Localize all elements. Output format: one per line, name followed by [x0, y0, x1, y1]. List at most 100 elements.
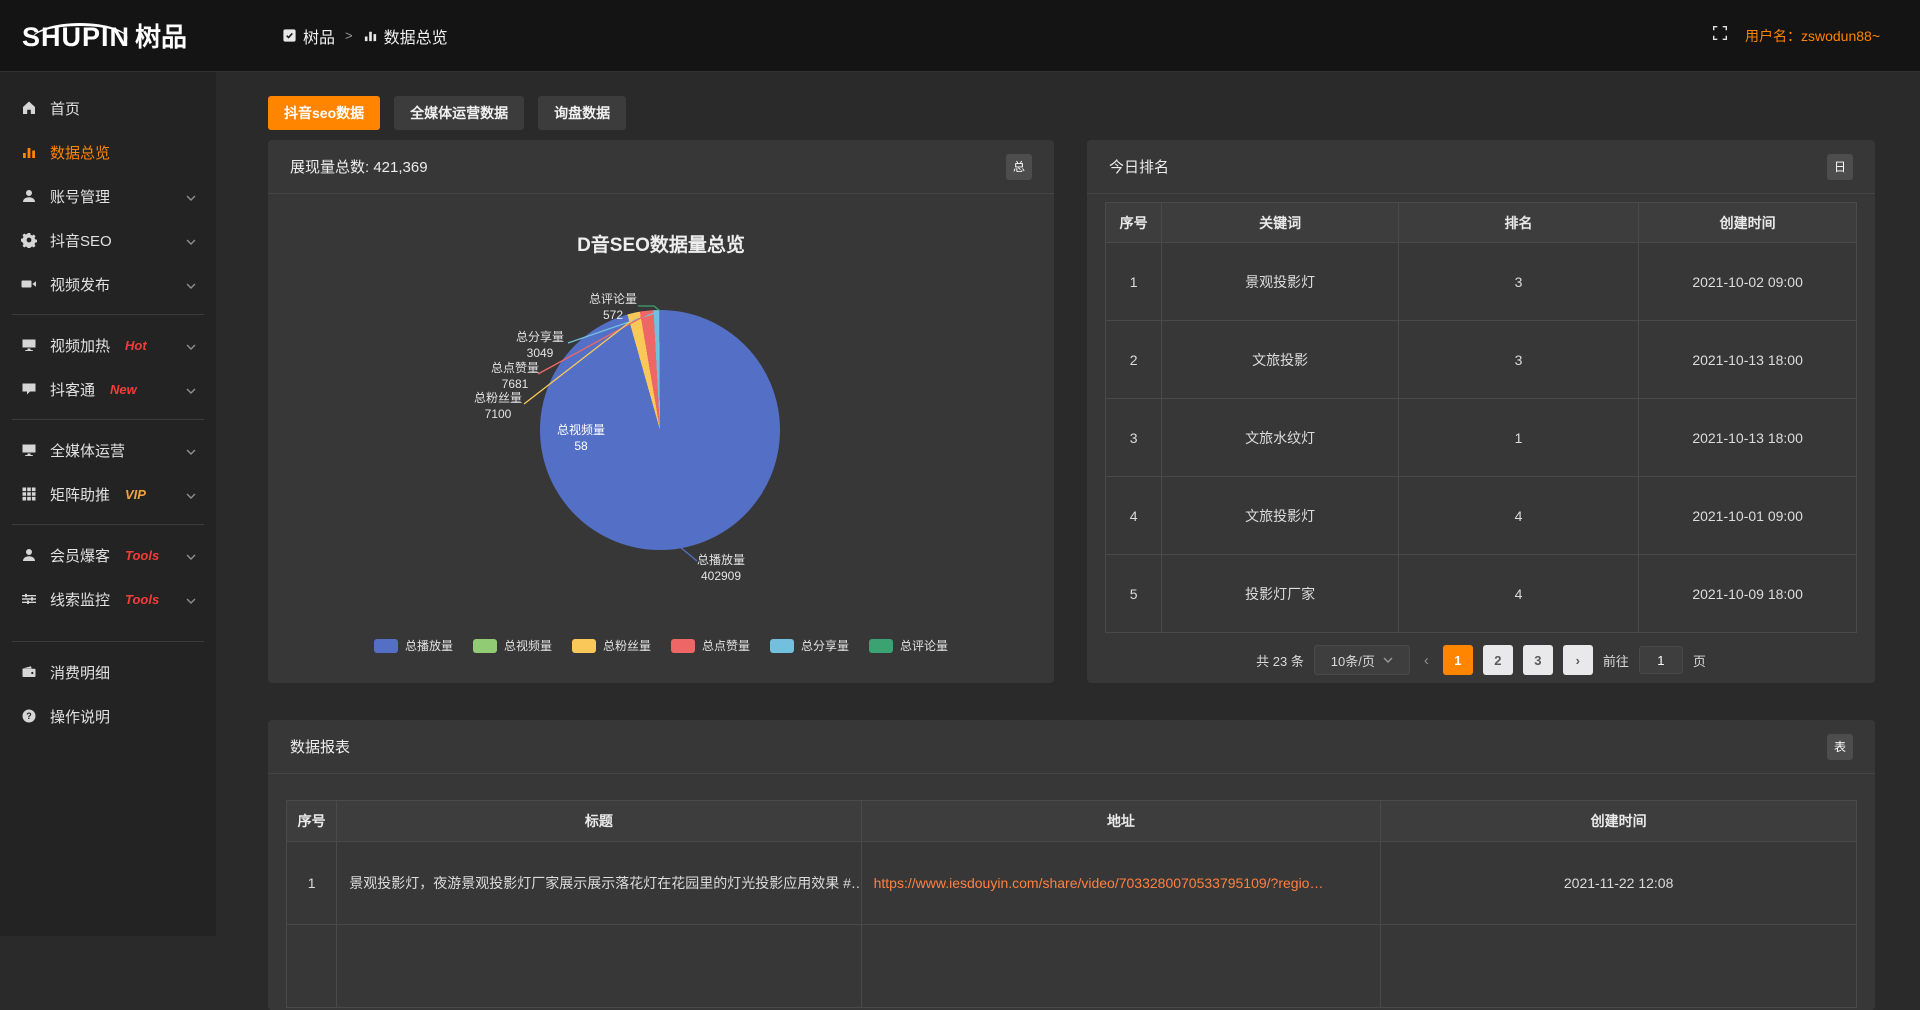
day-view-button[interactable]: 日 — [1827, 154, 1853, 180]
sliders-icon — [20, 591, 37, 607]
next-page-button[interactable]: › — [1563, 645, 1593, 675]
goto-page-input[interactable] — [1639, 646, 1683, 674]
goto-unit: 页 — [1693, 651, 1706, 670]
sidebar-item-account[interactable]: 账号管理 — [0, 174, 216, 218]
app-square-icon — [282, 28, 297, 43]
member-icon — [20, 547, 37, 563]
pagination-total: 共 23 条 — [1256, 651, 1304, 670]
chevron-down-icon — [186, 442, 196, 459]
sidebar-item-instructions[interactable]: ? 操作说明 — [0, 694, 216, 738]
wallet-icon — [20, 664, 37, 680]
sidebar-divider — [12, 641, 204, 642]
table-row[interactable]: 1 景观投影灯，夜游景观投影灯厂家展示展示落花灯在花园里的灯光投影应用效果 #…… — [287, 842, 1857, 925]
bar-chart-icon — [20, 144, 37, 160]
sidebar-item-consumption-detail[interactable]: 消费明细 — [0, 650, 216, 694]
main-content: 抖音seo数据 全媒体运营数据 询盘数据 展现量总数: 421,369 总 D音… — [216, 72, 1920, 936]
chevron-down-icon — [186, 337, 196, 354]
legend-swatch — [770, 639, 794, 653]
sidebar-item-member-burst[interactable]: 会员爆客 Tools — [0, 533, 216, 577]
report-panel: 数据报表 表 序号 标题 地址 创建时间 1 景观投影灯，夜游景观投影灯 — [268, 720, 1875, 1010]
tab-media-operation-data[interactable]: 全媒体运营数据 — [394, 96, 524, 130]
sidebar: 首页 数据总览 账号管理 抖音SEO 视频发布 视频加热 Hot 抖客通 New… — [0, 72, 216, 936]
legend-item-fans[interactable]: 总粉丝量 — [572, 637, 651, 654]
legend-swatch — [671, 639, 695, 653]
logo-text-en: SHUPIN — [22, 22, 130, 53]
gear-icon — [20, 232, 37, 248]
sidebar-item-clue-monitor[interactable]: 线索监控 Tools — [0, 577, 216, 621]
question-circle-icon: ? — [20, 708, 37, 724]
table-header-row: 序号 关键词 排名 创建时间 — [1106, 203, 1857, 243]
report-panel-title: 数据报表 — [290, 736, 350, 757]
total-view-button[interactable]: 总 — [1006, 154, 1032, 180]
legend-item-videos[interactable]: 总视频量 — [473, 637, 552, 654]
chevron-down-icon — [1383, 657, 1393, 663]
user-icon — [20, 188, 37, 204]
app-logo: SHUPIN 树品 — [0, 17, 216, 54]
breadcrumb-separator: > — [345, 28, 353, 43]
tab-douyin-seo-data[interactable]: 抖音seo数据 — [268, 96, 380, 130]
grid-icon — [20, 486, 37, 502]
logo-text-cn: 树品 — [135, 17, 187, 54]
tools-badge: Tools — [125, 548, 159, 563]
table-header-row: 序号 标题 地址 创建时间 — [287, 801, 1857, 842]
monitor-icon — [20, 442, 37, 458]
breadcrumb-current[interactable]: 数据总览 — [384, 24, 448, 48]
top-header: SHUPIN 树品 树品 > 数据总览 用户名：zswodun88~ — [0, 0, 1920, 72]
legend-swatch — [473, 639, 497, 653]
legend-swatch — [374, 639, 398, 653]
prev-page-button[interactable]: ‹ — [1420, 652, 1433, 669]
new-badge: New — [110, 382, 137, 397]
chevron-down-icon — [186, 486, 196, 503]
chevron-down-icon — [186, 188, 196, 205]
table-view-button[interactable]: 表 — [1827, 734, 1853, 760]
sidebar-item-media-operation[interactable]: 全媒体运营 — [0, 428, 216, 472]
legend-item-plays[interactable]: 总播放量 — [374, 637, 453, 654]
legend-item-likes[interactable]: 总点赞量 — [671, 637, 750, 654]
legend-item-comments[interactable]: 总评论量 — [869, 637, 948, 654]
sidebar-divider — [12, 419, 204, 420]
sidebar-item-matrix-boost[interactable]: 矩阵助推 VIP — [0, 472, 216, 516]
pagination: 共 23 条 10条/页 ‹ 1 2 3 › 前往 页 — [1105, 645, 1857, 675]
breadcrumb-root[interactable]: 树品 — [303, 24, 335, 48]
video-link[interactable]: https://www.iesdouyin.com/share/video/70… — [874, 875, 1324, 891]
breadcrumb: 树品 > 数据总览 — [282, 24, 448, 48]
sidebar-item-data-overview[interactable]: 数据总览 — [0, 130, 216, 174]
chevron-down-icon — [186, 276, 196, 293]
tab-inquiry-data[interactable]: 询盘数据 — [538, 96, 626, 130]
report-title-cell: 景观投影灯，夜游景观投影灯厂家展示展示落花灯在花园里的灯光投影应用效果 #… — [337, 842, 861, 925]
chat-icon — [20, 381, 37, 397]
page-button-2[interactable]: 2 — [1483, 645, 1513, 675]
sidebar-item-video-publish[interactable]: 视频发布 — [0, 262, 216, 306]
sidebar-divider — [12, 314, 204, 315]
page-button-1[interactable]: 1 — [1443, 645, 1473, 675]
tools-badge: Tools — [125, 592, 159, 607]
sidebar-item-douketong[interactable]: 抖客通 New — [0, 367, 216, 411]
legend-item-shares[interactable]: 总分享量 — [770, 637, 849, 654]
vip-badge: VIP — [125, 487, 146, 502]
page-button-3[interactable]: 3 — [1523, 645, 1553, 675]
sidebar-item-home[interactable]: 首页 — [0, 86, 216, 130]
table-row[interactable] — [287, 925, 1857, 1008]
sidebar-item-video-heat[interactable]: 视频加热 Hot — [0, 323, 216, 367]
pie-leader-lines — [268, 194, 1054, 682]
fullscreen-icon[interactable] — [1711, 24, 1729, 47]
sidebar-item-douyin-seo[interactable]: 抖音SEO — [0, 218, 216, 262]
page-size-select[interactable]: 10条/页 — [1314, 645, 1410, 675]
legend-swatch — [572, 639, 596, 653]
username-display[interactable]: 用户名：zswodun88~ — [1745, 26, 1880, 46]
monitor-icon — [20, 337, 37, 353]
ranking-panel-title: 今日排名 — [1109, 156, 1169, 177]
